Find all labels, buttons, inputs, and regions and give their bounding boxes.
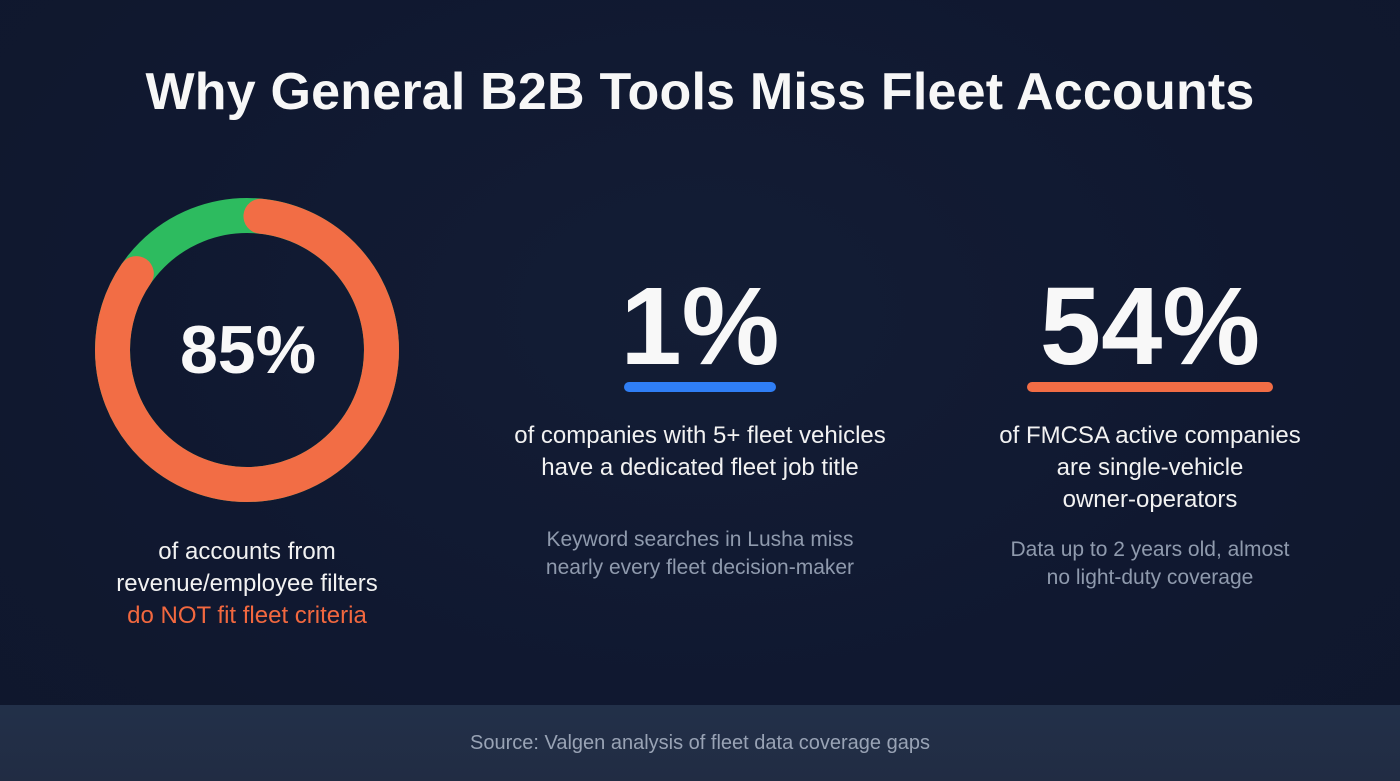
stat-3-line-2: are single-vehicle bbox=[1056, 454, 1244, 481]
stat-1-highlight: do NOT fit fleet criteria bbox=[127, 602, 367, 629]
stat-3-value: 54% bbox=[1039, 265, 1261, 388]
donut-segment-not-fit bbox=[95, 198, 399, 502]
source-footer: Source: Valgen analysis of fleet data co… bbox=[0, 705, 1400, 781]
stat-3-sub-line-1: Data up to 2 years old, almost bbox=[1010, 538, 1290, 561]
stat-2-underline bbox=[624, 382, 776, 392]
stat-1-line-2: revenue/employee filters bbox=[116, 570, 378, 597]
donut-center-value: 85% bbox=[179, 312, 317, 388]
stat-2-subtext: Keyword searches in Lusha miss nearly ev… bbox=[450, 526, 950, 582]
stat-1-description: of accounts from revenue/employee filter… bbox=[47, 536, 447, 632]
stat-2-line-2: have a dedicated fleet job title bbox=[541, 454, 859, 481]
stat-2-description: of companies with 5+ fleet vehicles have… bbox=[450, 420, 950, 484]
donut-chart: 85% bbox=[95, 198, 399, 502]
stat-2-sub-line-1: Keyword searches in Lusha miss bbox=[546, 528, 854, 551]
stat-2-line-1: of companies with 5+ fleet vehicles bbox=[514, 422, 886, 449]
stat-2-value: 1% bbox=[620, 265, 780, 388]
donut-ring bbox=[95, 198, 399, 502]
stat-2-sub-line-2: nearly every fleet decision-maker bbox=[545, 556, 855, 579]
stat-3-line-3: owner-operators bbox=[1062, 486, 1238, 513]
stat-3-subtext: Data up to 2 years old, almost no light-… bbox=[925, 536, 1375, 592]
stat-3-description: of FMCSA active companies are single-veh… bbox=[925, 420, 1375, 516]
stat-3-line-1: of FMCSA active companies bbox=[999, 422, 1301, 449]
stat-3-underline bbox=[1027, 382, 1273, 392]
page-title: Why General B2B Tools Miss Fleet Account… bbox=[145, 63, 1255, 121]
source-text: Source: Valgen analysis of fleet data co… bbox=[470, 731, 930, 754]
stat-1-line-1: of accounts from bbox=[158, 538, 336, 565]
stat-3-sub-line-2: no light-duty coverage bbox=[1046, 566, 1254, 589]
